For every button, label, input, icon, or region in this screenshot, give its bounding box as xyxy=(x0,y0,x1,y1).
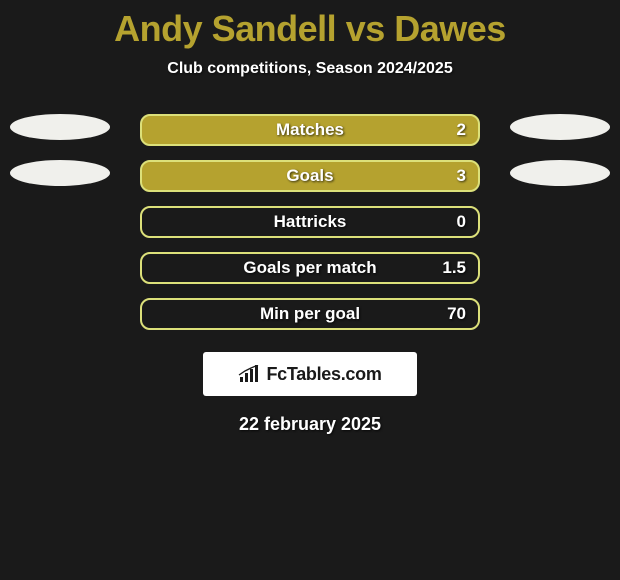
stat-label: Matches xyxy=(140,114,480,146)
player2-marker xyxy=(510,160,610,186)
player2-name: Dawes xyxy=(394,8,506,49)
stat-rows: Matches2 Goals3 Hattricks0 Goals per match1… xyxy=(0,114,620,330)
stat-value: 3 xyxy=(457,160,466,192)
date-text: 22 february 2025 xyxy=(0,414,620,435)
stat-label: Min per goal xyxy=(140,298,480,330)
player1-name: Andy Sandell xyxy=(114,8,336,49)
subtitle: Club competitions, Season 2024/2025 xyxy=(0,60,620,78)
stat-label: Hattricks xyxy=(140,206,480,238)
stat-label: Goals per match xyxy=(140,252,480,284)
bar-chart-icon xyxy=(238,365,260,383)
logo-text: FcTables.com xyxy=(266,364,381,385)
stat-label: Goals xyxy=(140,160,480,192)
stat-row: Goals per match1.5 xyxy=(0,252,620,284)
stat-value: 0 xyxy=(457,206,466,238)
player2-marker xyxy=(510,114,610,140)
comparison-title: Andy Sandell vs Dawes xyxy=(0,0,620,50)
stat-value: 70 xyxy=(447,298,466,330)
player1-marker xyxy=(10,160,110,186)
vs-text: vs xyxy=(346,8,385,49)
stat-value: 2 xyxy=(457,114,466,146)
logo-box: FcTables.com xyxy=(203,352,417,396)
stat-row: Hattricks0 xyxy=(0,206,620,238)
stat-row: Goals3 xyxy=(0,160,620,192)
player1-marker xyxy=(10,114,110,140)
stat-row: Min per goal70 xyxy=(0,298,620,330)
stat-value: 1.5 xyxy=(442,252,466,284)
stat-row: Matches2 xyxy=(0,114,620,146)
